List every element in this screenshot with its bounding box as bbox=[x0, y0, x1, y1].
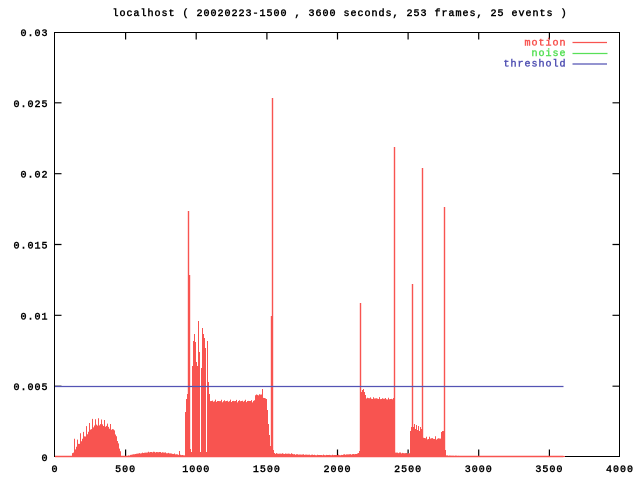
svg-text:2500: 2500 bbox=[394, 465, 422, 476]
svg-text:2000: 2000 bbox=[323, 465, 351, 476]
svg-text:0: 0 bbox=[41, 454, 48, 465]
svg-text:1000: 1000 bbox=[182, 465, 210, 476]
svg-text:0.015: 0.015 bbox=[13, 242, 48, 253]
svg-text:noise: noise bbox=[531, 48, 566, 60]
svg-text:0.025: 0.025 bbox=[13, 100, 48, 111]
svg-text:3000: 3000 bbox=[465, 465, 493, 476]
svg-text:localhost ( 20020223-1500 , 36: localhost ( 20020223-1500 , 3600 seconds… bbox=[113, 8, 568, 20]
svg-text:0.03: 0.03 bbox=[20, 29, 48, 40]
svg-text:0.02: 0.02 bbox=[20, 171, 48, 182]
svg-text:0: 0 bbox=[51, 465, 58, 476]
svg-text:1500: 1500 bbox=[253, 465, 281, 476]
svg-text:4000: 4000 bbox=[606, 465, 634, 476]
svg-text:500: 500 bbox=[115, 465, 136, 476]
svg-text:3500: 3500 bbox=[535, 465, 563, 476]
svg-text:0.01: 0.01 bbox=[20, 312, 48, 323]
svg-text:0.005: 0.005 bbox=[13, 383, 48, 394]
svg-text:motion: motion bbox=[524, 38, 566, 50]
svg-text:threshold: threshold bbox=[503, 59, 566, 71]
